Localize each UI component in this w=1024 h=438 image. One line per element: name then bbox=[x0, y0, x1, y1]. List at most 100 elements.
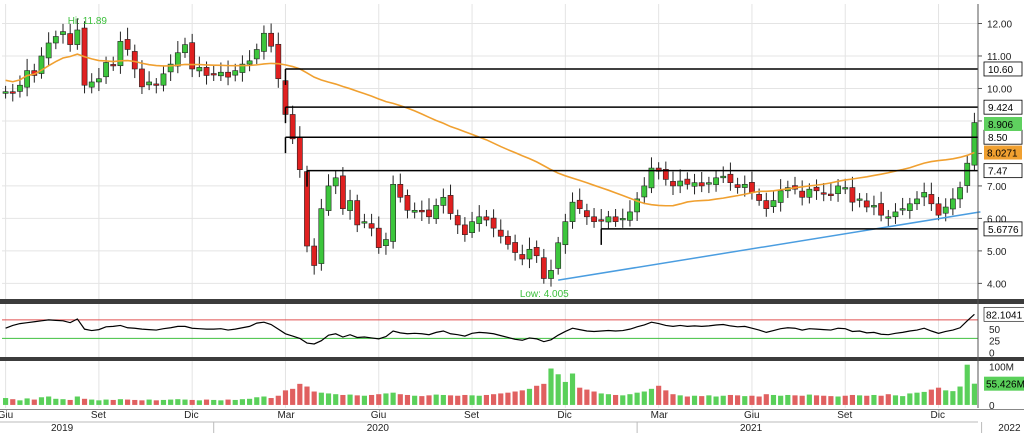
x-month-label: Giu bbox=[371, 410, 387, 421]
volume-bar bbox=[828, 396, 833, 405]
volume-bar bbox=[642, 392, 647, 405]
candle-body bbox=[685, 179, 690, 184]
volume-bar bbox=[850, 395, 855, 405]
candle-body bbox=[211, 74, 216, 76]
candle-body bbox=[642, 186, 647, 197]
candle-body bbox=[864, 201, 869, 207]
level-label: 9.424 bbox=[988, 103, 1013, 114]
volume-bar bbox=[319, 393, 324, 405]
level-label: 8.50 bbox=[988, 133, 1008, 144]
volume-bar bbox=[957, 387, 962, 405]
volume-bar bbox=[434, 395, 439, 405]
volume-bar bbox=[448, 395, 453, 405]
volume-bar bbox=[728, 395, 733, 405]
volume-bar bbox=[39, 397, 44, 405]
candle-body bbox=[835, 186, 840, 194]
volume-bar bbox=[96, 400, 101, 405]
volume-bar bbox=[455, 396, 460, 405]
volume-bar bbox=[706, 395, 711, 405]
volume-bar bbox=[721, 396, 726, 405]
volume-bar bbox=[749, 396, 754, 405]
x-year-label: 2019 bbox=[51, 423, 74, 433]
y-tick-label: 12.00 bbox=[987, 19, 1012, 30]
volume-bar bbox=[269, 398, 274, 405]
volume-bar bbox=[340, 395, 345, 405]
candle-body bbox=[929, 194, 934, 203]
volume-bar bbox=[548, 369, 553, 405]
candle-body bbox=[879, 203, 884, 215]
volume-bar bbox=[398, 394, 403, 405]
candle-body bbox=[269, 33, 274, 46]
volume-bar bbox=[261, 397, 266, 405]
x-month-label: Dic bbox=[931, 410, 945, 421]
volume-bar bbox=[132, 400, 137, 405]
candle-body bbox=[721, 176, 726, 178]
candle-body bbox=[914, 199, 919, 204]
volume-bar bbox=[864, 396, 869, 405]
candle-body bbox=[426, 210, 431, 217]
candle-body bbox=[455, 215, 460, 224]
volume-bar bbox=[857, 395, 862, 405]
candle-body bbox=[534, 247, 539, 255]
candle-body bbox=[75, 30, 80, 45]
price-panel: Hi: 11.89 Low: 4.005 bbox=[3, 16, 980, 300]
candle-body bbox=[312, 246, 317, 265]
candle-body bbox=[290, 114, 295, 138]
candle-body bbox=[749, 182, 754, 192]
y-tick-label: 7.00 bbox=[987, 182, 1007, 193]
x-year-label: 2021 bbox=[740, 423, 763, 433]
panel-separator bbox=[0, 299, 1024, 304]
volume-bar bbox=[491, 394, 496, 405]
volume-bar bbox=[843, 396, 848, 405]
rsi-tick-label: 50 bbox=[989, 325, 1001, 336]
candle-body bbox=[936, 204, 941, 215]
volume-bar bbox=[670, 394, 675, 405]
candle-body bbox=[620, 218, 625, 220]
volume-bar bbox=[505, 393, 510, 405]
candle-body bbox=[505, 236, 510, 244]
volume-bar bbox=[197, 400, 202, 405]
candle-body bbox=[132, 51, 137, 69]
level-label: 7.47 bbox=[988, 167, 1008, 178]
volume-value-label: 55.426M bbox=[986, 380, 1024, 391]
candle-body bbox=[613, 217, 618, 222]
volume-bar bbox=[53, 399, 58, 405]
candle-body bbox=[233, 71, 238, 76]
candle-body bbox=[60, 32, 65, 35]
volume-bar bbox=[577, 388, 582, 405]
candle-body bbox=[412, 210, 417, 212]
high-annotation: Hi: 11.89 bbox=[68, 16, 108, 27]
volume-bar bbox=[182, 400, 187, 405]
volume-bar bbox=[391, 393, 396, 405]
candle-body bbox=[599, 220, 604, 222]
candle-body bbox=[548, 270, 553, 278]
volume-bar bbox=[922, 392, 927, 405]
volume-bar bbox=[347, 395, 352, 405]
candle-body bbox=[405, 195, 410, 210]
x-month-label: Dic bbox=[557, 410, 571, 421]
volume-bar bbox=[484, 395, 489, 405]
volume-bar bbox=[3, 398, 8, 405]
volume-bar bbox=[154, 400, 159, 405]
candle-body bbox=[728, 174, 733, 182]
candle-body bbox=[46, 43, 51, 58]
volume-bar bbox=[240, 399, 245, 405]
low-annotation: Low: 4.005 bbox=[520, 289, 569, 300]
volume-bar bbox=[68, 400, 73, 405]
candle-body bbox=[491, 218, 496, 228]
candle-body bbox=[383, 240, 388, 246]
candle-body bbox=[182, 45, 187, 53]
volume-bar bbox=[168, 400, 173, 405]
volume-bar bbox=[25, 398, 30, 405]
volume-bar bbox=[972, 384, 977, 405]
candle-body bbox=[441, 197, 446, 205]
candle-body bbox=[821, 193, 826, 195]
volume-bar bbox=[297, 384, 302, 405]
candle-body bbox=[362, 222, 367, 224]
volume-bar bbox=[685, 397, 690, 405]
volume-bar bbox=[89, 400, 94, 405]
candle-body bbox=[563, 222, 568, 245]
volume-bar bbox=[879, 396, 884, 405]
candle-body bbox=[96, 79, 101, 82]
volume-bar bbox=[950, 391, 955, 405]
